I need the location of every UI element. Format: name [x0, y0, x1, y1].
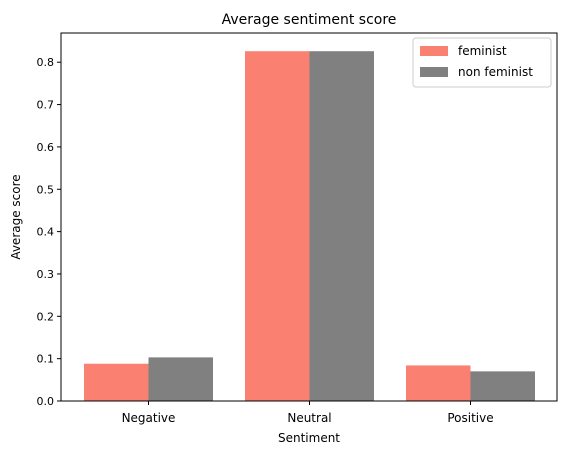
y-axis: 0.0 0.1 0.2 0.3 0.4 0.5 0.6 0.7 0.8 — [37, 56, 61, 408]
plot-frame — [60, 32, 558, 402]
legend-label: feminist — [458, 44, 507, 58]
chart-title: Average sentiment score — [222, 12, 397, 28]
legend-swatch — [420, 67, 448, 77]
legend: feminist non feminist — [412, 37, 552, 88]
bars-group — [84, 51, 535, 401]
y-tick-label: 0.0 — [37, 395, 55, 408]
x-tick-label: Positive — [447, 411, 493, 425]
bar — [245, 51, 310, 401]
legend-label: non feminist — [458, 65, 533, 79]
y-tick-label: 0.4 — [37, 226, 55, 239]
bar — [148, 357, 213, 401]
y-tick-label: 0.5 — [37, 183, 55, 196]
y-axis-label: Average score — [9, 174, 23, 259]
legend-swatch — [420, 46, 448, 56]
x-tick-label: Negative — [122, 411, 176, 425]
x-tick-label: Neutral — [287, 411, 331, 425]
y-tick-label: 0.1 — [37, 353, 55, 366]
bar — [84, 363, 149, 401]
y-tick-label: 0.8 — [37, 56, 55, 69]
y-tick-label: 0.3 — [37, 268, 55, 281]
bar — [309, 51, 374, 401]
bar — [470, 371, 535, 401]
x-axis: Negative Neutral Positive — [122, 401, 494, 425]
bar — [406, 365, 471, 401]
x-axis-label: Sentiment — [278, 431, 340, 445]
y-tick-label: 0.6 — [37, 141, 55, 154]
y-tick-label: 0.7 — [37, 99, 55, 112]
y-tick-label: 0.2 — [37, 310, 55, 323]
